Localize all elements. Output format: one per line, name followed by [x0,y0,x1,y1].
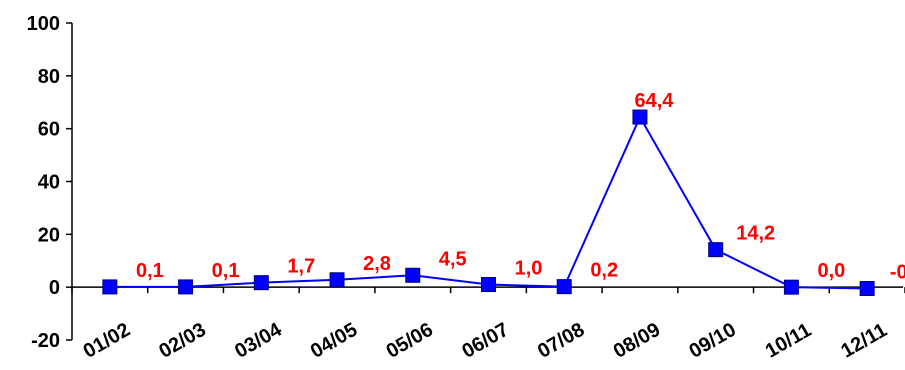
data-point-marker [556,279,572,295]
data-label: 0,1 [136,260,164,282]
x-tick-label: 04/05 [307,319,361,363]
y-tick-label: 0 [49,277,60,299]
data-series [102,109,875,296]
data-label: 1,7 [287,256,315,278]
data-label: 4,5 [439,248,467,270]
y-tick-label: 20 [38,224,60,246]
x-tick-labels: 01/02 02/03 03/04 04/05 05/06 06/07 07/08 08/09… [80,318,891,363]
data-label: 64,4 [634,90,674,112]
y-tick-label: -20 [31,330,60,352]
data-label: 2,8 [363,253,391,275]
x-tick-label: 09/10 [686,319,740,363]
y-tick-label: 60 [38,119,60,141]
x-tick-label: 07/08 [534,319,588,363]
data-label: -0,5 [890,261,905,283]
data-point-marker [405,267,421,283]
data-label: 14,2 [736,223,775,245]
x-tick-label: 06/07 [458,319,512,363]
x-tick-label: 10/11 [762,319,815,363]
data-label: 0,1 [212,260,240,282]
data-point-marker [329,272,345,288]
x-tick-label: 03/04 [231,318,286,363]
data-label: 0,2 [590,260,618,282]
x-tick-label: 02/03 [155,319,209,363]
data-point-marker [481,277,496,293]
data-point-marker [632,109,648,125]
x-tick-label: 12/11 [837,319,890,363]
x-tick-label: 01/02 [80,319,134,363]
data-labels: 0,1 0,1 1,7 2,8 4,5 1,0 0,2 64,4 14,2 0,0 -0,5 [136,90,905,283]
data-point-marker [102,279,118,295]
x-tick-label: 08/09 [610,319,664,363]
y-tick-label: 80 [38,66,60,88]
data-label: 0,0 [818,260,846,282]
y-tick-label: 40 [38,172,60,194]
data-point-marker [708,242,724,258]
data-point-marker [178,279,194,295]
data-point-marker [253,275,269,291]
y-tick-labels: -20 0 20 40 60 80 100 [27,13,60,352]
data-label: 1,0 [515,258,543,280]
data-point-marker [859,280,875,296]
data-point-marker [783,279,799,295]
x-tick-label: 05/06 [383,319,437,363]
y-tick-label: 100 [27,13,60,35]
